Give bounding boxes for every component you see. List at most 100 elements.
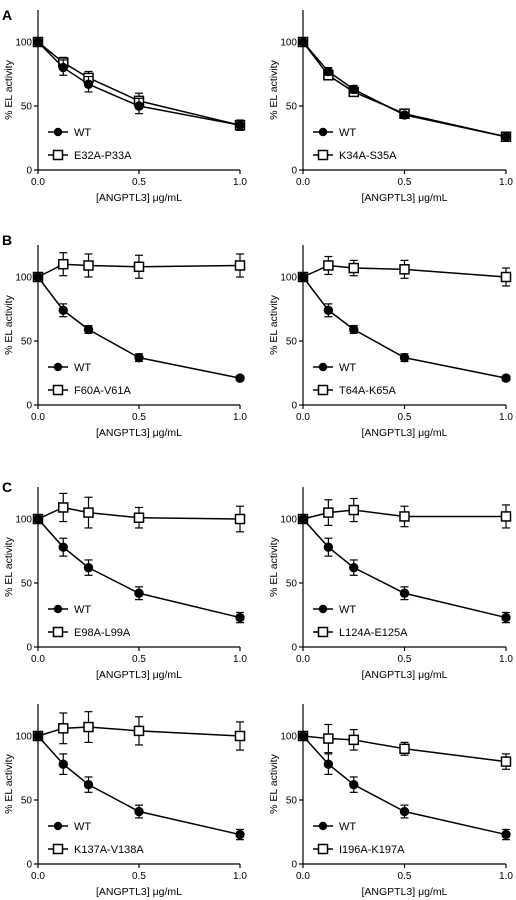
data-point <box>234 260 246 271</box>
legend-label: E32A-P33A <box>74 150 132 162</box>
x-tick-label: 0.0 <box>296 871 310 882</box>
series-t64a-k65a <box>297 255 512 287</box>
legend-label: WT <box>74 604 91 616</box>
y-axis-label: % EL activity <box>268 753 280 813</box>
chart-panel-5: C 0 50 100 0.0 0.5 1.0 [ANGPTL3] μg/mL % EL acti… <box>2 479 247 681</box>
x-axis-label: [ANGPTL3] μg/mL <box>96 192 182 204</box>
x-tick-label: 1.0 <box>233 871 247 882</box>
data-point <box>399 264 410 275</box>
y-tick-label: 50 <box>286 337 298 348</box>
series-wt <box>298 731 511 841</box>
y-axis-label: % EL activity <box>3 294 15 354</box>
x-tick-label: 0.5 <box>132 654 146 665</box>
data-point <box>399 511 410 522</box>
data-point <box>298 272 308 282</box>
panel-letter: A <box>2 7 12 23</box>
y-tick-label: 50 <box>21 337 33 348</box>
series-wt <box>298 514 511 624</box>
data-point <box>323 733 334 744</box>
chart-panel-3: B 0 50 100 0.0 0.5 1.0 [ANGPTL3] μg/mL % EL acti… <box>2 232 247 439</box>
x-axis-label: [ANGPTL3] μg/mL <box>362 192 448 204</box>
legend-marker <box>318 821 328 831</box>
y-axis-label: % EL activity <box>3 536 15 596</box>
data-point <box>83 779 94 790</box>
panel-letter: C <box>2 479 12 495</box>
series-line <box>37 276 241 379</box>
data-point <box>58 502 69 513</box>
y-tick-label: 100 <box>280 515 297 526</box>
x-tick-label: 1.0 <box>499 177 513 188</box>
data-point <box>349 779 359 790</box>
data-point <box>83 507 94 518</box>
legend-label: WT <box>74 362 91 374</box>
series-l124a-e125a <box>297 497 512 529</box>
series-line <box>37 735 241 836</box>
legend-marker <box>52 843 64 855</box>
y-tick-label: 0 <box>291 643 297 654</box>
y-tick-label: 0 <box>26 643 32 654</box>
x-tick-label: 0.5 <box>398 871 412 882</box>
y-axis-label: % EL activity <box>3 753 15 813</box>
x-tick-label: 1.0 <box>233 654 247 665</box>
chart-panel-7: 0 50 100 0.0 0.5 1.0 [ANGPTL3] μg/mL % EL activ… <box>3 704 247 898</box>
y-tick-label: 50 <box>21 579 33 590</box>
data-point <box>323 260 334 271</box>
y-tick-label: 0 <box>291 166 297 177</box>
x-tick-label: 1.0 <box>499 871 513 882</box>
chart-panel-4: 0 50 100 0.0 0.5 1.0 [ANGPTL3] μg/mL % EL activ… <box>268 245 513 439</box>
x-tick-label: 1.0 <box>499 412 513 423</box>
data-point <box>235 829 245 840</box>
data-point <box>58 258 69 270</box>
y-axis-label: % EL activity <box>268 536 280 596</box>
data-point <box>298 731 308 741</box>
y-tick-label: 0 <box>26 166 32 177</box>
x-axis-label: [ANGPTL3] μg/mL <box>96 427 182 439</box>
legend-marker <box>53 821 63 831</box>
legend-marker <box>53 604 63 614</box>
x-tick-label: 0.0 <box>31 412 45 423</box>
y-axis-label: % EL activity <box>3 59 15 119</box>
legend-marker <box>53 362 63 372</box>
x-tick-label: 0.0 <box>31 654 45 665</box>
data-point <box>399 110 410 120</box>
legend: WT F60A-V61A <box>48 362 132 397</box>
legend-label: WT <box>74 127 91 139</box>
data-point <box>399 743 410 755</box>
x-tick-label: 0.5 <box>398 177 412 188</box>
legend: WT L124A-E125A <box>313 604 408 639</box>
data-point <box>501 132 511 142</box>
data-point <box>134 352 144 363</box>
data-point <box>83 562 94 573</box>
series-line <box>302 276 507 379</box>
x-tick-label: 0.5 <box>398 654 412 665</box>
data-point <box>58 723 69 734</box>
data-point <box>134 101 144 111</box>
series-wt <box>33 514 245 624</box>
y-tick-label: 0 <box>291 860 297 871</box>
y-tick-label: 50 <box>21 796 33 807</box>
y-tick-label: 50 <box>286 579 298 590</box>
data-point <box>501 829 511 840</box>
data-point <box>33 272 43 282</box>
legend-label: T64A-K65A <box>339 385 397 397</box>
y-axis-label: % EL activity <box>268 59 280 119</box>
y-tick-label: 100 <box>15 38 32 49</box>
data-point <box>83 79 94 89</box>
data-point <box>323 305 334 315</box>
data-point <box>501 612 511 623</box>
data-point <box>235 120 245 130</box>
data-point <box>348 734 359 746</box>
data-point <box>348 504 359 516</box>
legend: WT K137A-V138A <box>48 821 144 856</box>
x-axis-label: [ANGPTL3] μg/mL <box>96 669 182 681</box>
legend-marker <box>52 626 64 638</box>
x-tick-label: 0.0 <box>296 654 310 665</box>
x-tick-label: 0.5 <box>132 412 146 423</box>
data-point <box>58 305 68 315</box>
data-point <box>235 612 245 623</box>
data-point <box>501 373 511 383</box>
series-e32a-p33a <box>32 36 246 131</box>
data-point <box>133 725 145 737</box>
data-point <box>323 507 334 518</box>
